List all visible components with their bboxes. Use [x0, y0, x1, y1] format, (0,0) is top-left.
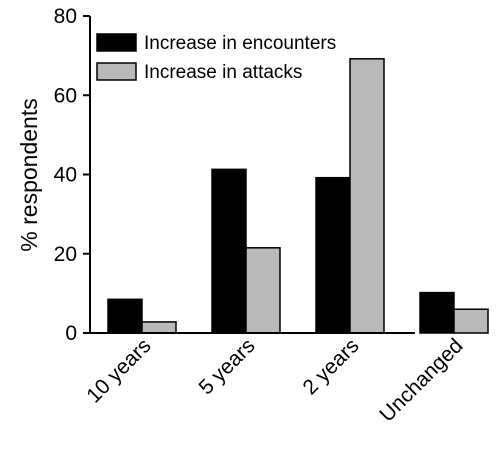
x-axis-ticks: 10 years 5 years 2 years Unchanged: [82, 334, 467, 426]
bar-attacks: [245, 247, 281, 334]
y-tick-label: 80: [54, 5, 77, 28]
bar-attacks: [141, 321, 177, 334]
bar-attacks: [349, 58, 385, 334]
legend-label: Increase in attacks: [144, 62, 302, 83]
bars-group: [107, 58, 489, 334]
x-tick-label: 5 years: [195, 334, 260, 399]
y-tick-label: 40: [54, 164, 77, 187]
legend-swatch: [96, 62, 137, 81]
bar-attacks: [453, 308, 489, 334]
legend-label: Increase in encounters: [144, 33, 336, 54]
y-tick-label: 0: [65, 322, 77, 345]
x-tick-label: Unchanged: [375, 334, 467, 426]
x-tick-label: 2 years: [299, 334, 364, 399]
legend: Increase in encounters Increase in attack…: [96, 33, 336, 83]
bar-encounters: [419, 291, 455, 334]
legend-swatch: [96, 33, 137, 52]
bar-encounters: [107, 298, 143, 334]
y-tick-label: 60: [54, 84, 77, 107]
y-tick-label: 20: [54, 243, 77, 266]
bar-encounters: [211, 168, 247, 334]
y-axis-ticks: 0 20 40 60 80: [54, 5, 90, 345]
y-axis-label: % respondents: [16, 98, 42, 251]
x-tick-label: 10 years: [82, 334, 155, 407]
bar-encounters: [315, 176, 351, 334]
